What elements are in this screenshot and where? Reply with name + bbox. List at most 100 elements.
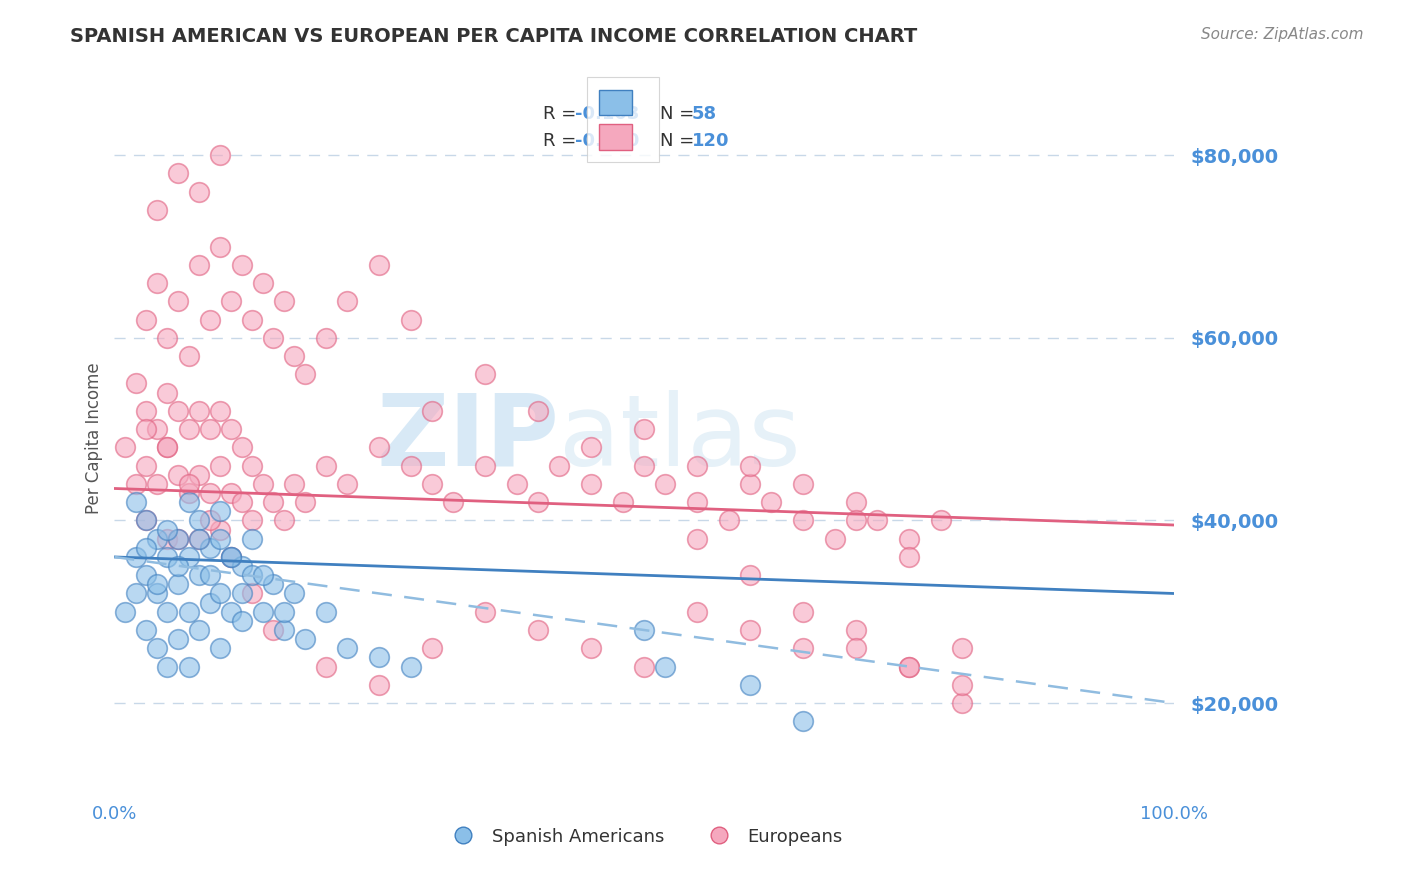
Point	[792, 641, 814, 656]
Point	[294, 368, 316, 382]
Point	[167, 404, 190, 418]
Point	[897, 549, 920, 564]
Point	[262, 577, 284, 591]
Point	[188, 568, 211, 582]
Point	[135, 513, 157, 527]
Point	[135, 404, 157, 418]
Point	[135, 541, 157, 555]
Point	[146, 577, 169, 591]
Text: 120: 120	[692, 131, 730, 150]
Point	[738, 623, 761, 637]
Point	[219, 549, 242, 564]
Point	[283, 477, 305, 491]
Point	[177, 349, 200, 363]
Point	[156, 385, 179, 400]
Point	[474, 458, 496, 473]
Point	[897, 532, 920, 546]
Point	[399, 312, 422, 326]
Point	[633, 659, 655, 673]
Point	[188, 404, 211, 418]
Point	[315, 605, 337, 619]
Point	[273, 605, 295, 619]
Point	[177, 495, 200, 509]
Point	[156, 331, 179, 345]
Point	[198, 486, 221, 500]
Point	[240, 458, 263, 473]
Point	[219, 422, 242, 436]
Point	[209, 458, 232, 473]
Point	[146, 477, 169, 491]
Point	[950, 678, 973, 692]
Point	[950, 696, 973, 710]
Legend: , : ,	[586, 77, 659, 162]
Point	[717, 513, 740, 527]
Point	[654, 477, 676, 491]
Point	[124, 549, 146, 564]
Point	[252, 568, 274, 582]
Point	[240, 532, 263, 546]
Point	[167, 532, 190, 546]
Point	[198, 422, 221, 436]
Point	[198, 596, 221, 610]
Text: Source: ZipAtlas.com: Source: ZipAtlas.com	[1201, 27, 1364, 42]
Point	[167, 166, 190, 180]
Point	[759, 495, 782, 509]
Point	[897, 659, 920, 673]
Point	[209, 239, 232, 253]
Point	[792, 605, 814, 619]
Point	[219, 605, 242, 619]
Point	[506, 477, 529, 491]
Point	[686, 458, 709, 473]
Point	[315, 331, 337, 345]
Point	[177, 422, 200, 436]
Point	[845, 641, 868, 656]
Point	[368, 678, 391, 692]
Text: -0.103: -0.103	[575, 105, 640, 123]
Point	[336, 641, 359, 656]
Point	[146, 422, 169, 436]
Point	[273, 623, 295, 637]
Point	[188, 532, 211, 546]
Point	[336, 294, 359, 309]
Point	[209, 586, 232, 600]
Point	[399, 458, 422, 473]
Point	[294, 495, 316, 509]
Point	[209, 523, 232, 537]
Point	[845, 623, 868, 637]
Point	[792, 513, 814, 527]
Point	[124, 376, 146, 391]
Point	[124, 477, 146, 491]
Point	[135, 312, 157, 326]
Point	[527, 623, 550, 637]
Point	[198, 513, 221, 527]
Point	[686, 532, 709, 546]
Point	[474, 368, 496, 382]
Text: ZIP: ZIP	[377, 390, 560, 487]
Point	[167, 577, 190, 591]
Point	[231, 495, 253, 509]
Point	[336, 477, 359, 491]
Point	[156, 441, 179, 455]
Point	[231, 586, 253, 600]
Point	[824, 532, 846, 546]
Point	[612, 495, 634, 509]
Point	[240, 586, 263, 600]
Text: SPANISH AMERICAN VS EUROPEAN PER CAPITA INCOME CORRELATION CHART: SPANISH AMERICAN VS EUROPEAN PER CAPITA …	[70, 27, 918, 45]
Point	[633, 623, 655, 637]
Point	[135, 422, 157, 436]
Point	[114, 605, 136, 619]
Point	[177, 659, 200, 673]
Point	[156, 441, 179, 455]
Point	[167, 294, 190, 309]
Y-axis label: Per Capita Income: Per Capita Income	[86, 362, 103, 514]
Point	[633, 422, 655, 436]
Point	[188, 258, 211, 272]
Text: N =: N =	[659, 105, 700, 123]
Point	[738, 568, 761, 582]
Point	[399, 659, 422, 673]
Point	[738, 458, 761, 473]
Point	[167, 467, 190, 482]
Point	[273, 513, 295, 527]
Point	[240, 513, 263, 527]
Point	[294, 632, 316, 647]
